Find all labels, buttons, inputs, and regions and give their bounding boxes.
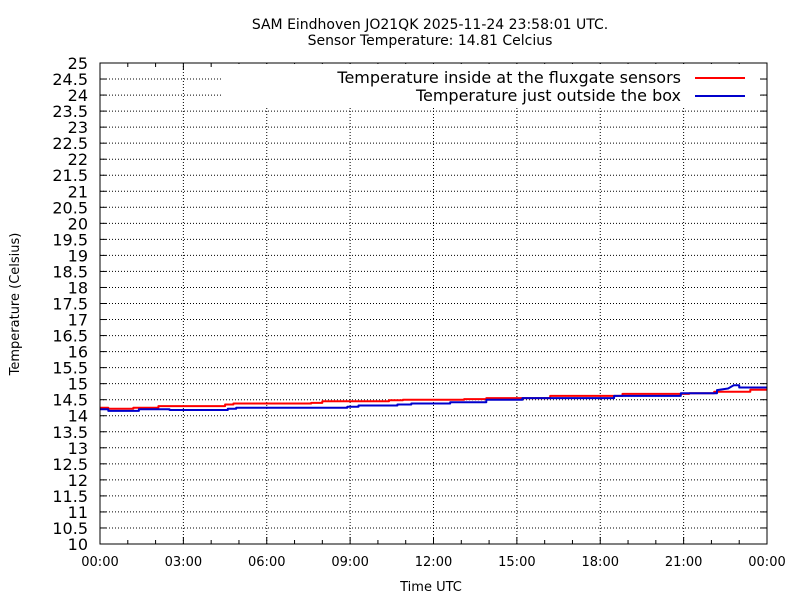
x-tick-label: 00:00 [748,555,785,570]
y-tick-label: 24.5 [52,70,88,89]
y-axis-label: Temperature (Celsius) [8,233,23,377]
x-tick-label: 18:00 [582,555,619,570]
y-tick-label: 14.5 [52,391,88,410]
x-tick-label: 09:00 [331,555,368,570]
y-tick-label: 12.5 [52,455,88,474]
plot-frame [99,62,768,545]
y-tick-label: 19 [68,246,88,265]
y-tick-label: 17.5 [52,295,88,314]
y-tick-label: 20 [68,214,88,233]
y-tick-label: 19.5 [52,230,88,249]
y-tick-label: 11 [68,503,88,522]
y-tick-label: 16 [68,343,88,362]
x-tick-label: 15:00 [498,555,535,570]
y-tick-label: 15 [68,375,88,394]
y-tick-label: 21 [68,182,88,201]
y-tick-label: 15.5 [52,359,88,378]
x-axis-label: Time UTC [399,580,462,595]
y-tick-label: 23 [68,118,88,137]
y-tick-label: 13 [68,439,88,458]
series-line-outside [100,384,767,412]
grid-lines [100,63,767,544]
y-tick-label: 25 [68,54,88,73]
y-tick-label: 17 [68,311,88,330]
y-tick-label: 20.5 [52,198,88,217]
y-tick-label: 18.5 [52,262,88,281]
data-series [100,384,767,412]
y-tick-label: 12 [68,471,88,490]
chart-subtitle: Sensor Temperature: 14.81 Celcius [308,33,553,49]
y-axis-ticks: 1010.51111.51212.51313.51414.51515.51616… [52,54,767,554]
y-tick-label: 14 [68,407,88,426]
y-tick-label: 22 [68,150,88,169]
y-tick-label: 23.5 [52,102,88,121]
x-tick-label: 03:00 [165,555,202,570]
legend-label-outside: Temperature just outside the box [415,86,681,105]
y-tick-label: 11.5 [52,487,88,506]
x-tick-label: 06:00 [248,555,285,570]
y-tick-label: 22.5 [52,134,88,153]
chart-title: SAM Eindhoven JO21QK 2025-11-24 23:58:01… [252,17,608,33]
legend-background [222,64,760,106]
y-tick-label: 18 [68,278,88,297]
legend: Temperature inside at the fluxgate senso… [336,68,745,105]
y-tick-label: 16.5 [52,327,88,346]
y-tick-label: 13.5 [52,423,88,442]
x-tick-label: 21:00 [665,555,702,570]
y-tick-label: 10.5 [52,519,88,538]
y-tick-label: 21.5 [52,166,88,185]
x-tick-label: 12:00 [415,555,452,570]
legend-label-inside: Temperature inside at the fluxgate senso… [336,68,681,87]
x-tick-label: 00:00 [81,555,118,570]
y-tick-label: 10 [68,535,88,554]
y-tick-label: 24 [68,86,88,105]
